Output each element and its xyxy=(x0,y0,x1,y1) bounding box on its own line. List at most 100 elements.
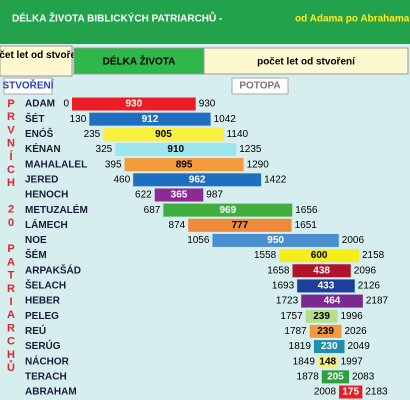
bar xyxy=(89,112,211,126)
duration-label: 895 xyxy=(176,159,193,170)
bar xyxy=(317,355,338,369)
category-label: ŠÉM xyxy=(25,248,47,261)
start-label: 1878 xyxy=(297,372,320,383)
start-label: 460 xyxy=(113,174,130,185)
category-label: ADAM xyxy=(25,99,55,110)
bar xyxy=(301,294,363,308)
end-label: 1235 xyxy=(239,144,262,155)
category-label: MAHALALEL xyxy=(25,159,87,170)
end-label: 1290 xyxy=(247,159,270,170)
bar xyxy=(339,385,363,399)
category-label: ENÓŠ xyxy=(25,127,54,140)
category-label: ŠELACH xyxy=(25,279,66,292)
start-label: 325 xyxy=(96,144,113,155)
start-label: 2008 xyxy=(314,387,337,398)
start-label: 1693 xyxy=(272,281,295,292)
duration-label: 365 xyxy=(171,190,188,201)
bar xyxy=(103,127,224,141)
end-label: 1651 xyxy=(295,220,318,231)
bar xyxy=(163,203,293,217)
duration-label: 148 xyxy=(319,356,336,367)
header-middle: DÉLKA ŽIVOTA xyxy=(103,55,176,68)
bar xyxy=(313,340,345,354)
bar xyxy=(212,233,339,247)
start-label: 0 xyxy=(63,99,69,110)
duration-label: 438 xyxy=(313,265,330,276)
bar xyxy=(154,188,204,202)
duration-label: 239 xyxy=(313,311,330,322)
bar xyxy=(297,279,355,293)
duration-label: 175 xyxy=(342,387,359,398)
bar xyxy=(305,309,338,323)
start-label: 235 xyxy=(84,129,101,140)
category-label: PELEG xyxy=(25,311,59,322)
duration-label: 905 xyxy=(155,129,172,140)
end-label: 2126 xyxy=(358,281,381,292)
bar xyxy=(292,264,351,278)
end-label: 2049 xyxy=(348,341,371,352)
duration-label: 910 xyxy=(167,144,184,155)
end-label: 1042 xyxy=(214,114,237,125)
start-label: 130 xyxy=(70,114,87,125)
category-label: NOE xyxy=(25,235,47,246)
duration-label: 912 xyxy=(142,114,159,125)
duration-label: 969 xyxy=(219,205,236,216)
marker-box xyxy=(231,77,289,95)
bar xyxy=(321,370,350,384)
marker-box xyxy=(3,77,53,95)
duration-label: 777 xyxy=(232,220,249,231)
category-label: HEBER xyxy=(25,296,61,307)
end-label: 2096 xyxy=(354,265,377,276)
category-label: TERACH xyxy=(25,372,67,383)
duration-label: 600 xyxy=(311,250,328,261)
category-label: SERÚG xyxy=(25,339,61,352)
chart-title: DÉLKA ŽIVOTA BIBLICKÝCH PATRIARCHŮ - xyxy=(12,11,222,25)
title-bar xyxy=(0,0,410,44)
bar xyxy=(279,249,360,263)
bar xyxy=(309,324,342,338)
category-label: JERED xyxy=(25,174,58,185)
end-label: 930 xyxy=(199,99,216,110)
side-label: PRVNÍCH 20 PATRIARCHŮ xyxy=(5,98,17,376)
start-label: 1849 xyxy=(293,356,316,367)
duration-label: 205 xyxy=(327,372,344,383)
header-cell xyxy=(0,45,73,77)
end-label: 2158 xyxy=(362,250,385,261)
end-label: 2187 xyxy=(366,296,389,307)
category-label: ABRAHAM xyxy=(25,387,77,398)
end-label: 1422 xyxy=(264,174,287,185)
category-label: ARPAKŠÁD xyxy=(25,263,81,276)
category-label: NÁCHOR xyxy=(25,354,70,367)
header-left-text: počet let od stvoření xyxy=(0,50,86,61)
category-label: KÉNAN xyxy=(25,142,61,155)
duration-label: 433 xyxy=(318,281,335,292)
start-label: 1819 xyxy=(289,341,312,352)
start-label: 1056 xyxy=(187,235,210,246)
end-label: 987 xyxy=(206,190,223,201)
bar xyxy=(115,142,237,156)
bar xyxy=(188,218,292,232)
category-label: ŠÉT xyxy=(25,112,44,125)
category-label: LÁMECH xyxy=(25,218,68,231)
end-label: 2026 xyxy=(344,326,367,337)
start-marker: STVOŘENÍ xyxy=(2,79,53,92)
start-label: 622 xyxy=(135,190,152,201)
end-label: 1140 xyxy=(227,129,249,140)
start-label: 874 xyxy=(169,220,186,231)
start-label: 1723 xyxy=(276,296,299,307)
chart-subtitle: od Adama po Abrahama xyxy=(295,14,410,25)
header-cell xyxy=(203,47,409,75)
category-label: REÚ xyxy=(25,324,46,337)
duration-label: 962 xyxy=(189,174,206,185)
end-label: 2006 xyxy=(342,235,365,246)
category-label: METUZALÉM xyxy=(25,203,88,216)
duration-label: 950 xyxy=(267,235,284,246)
start-label: 1787 xyxy=(284,326,307,337)
category-label: HENOCH xyxy=(25,190,68,201)
start-label: 1658 xyxy=(267,265,290,276)
start-label: 687 xyxy=(144,205,161,216)
header-left: počet let od stvoření xyxy=(0,50,86,61)
duration-label: 230 xyxy=(321,341,338,352)
bar xyxy=(133,173,262,187)
